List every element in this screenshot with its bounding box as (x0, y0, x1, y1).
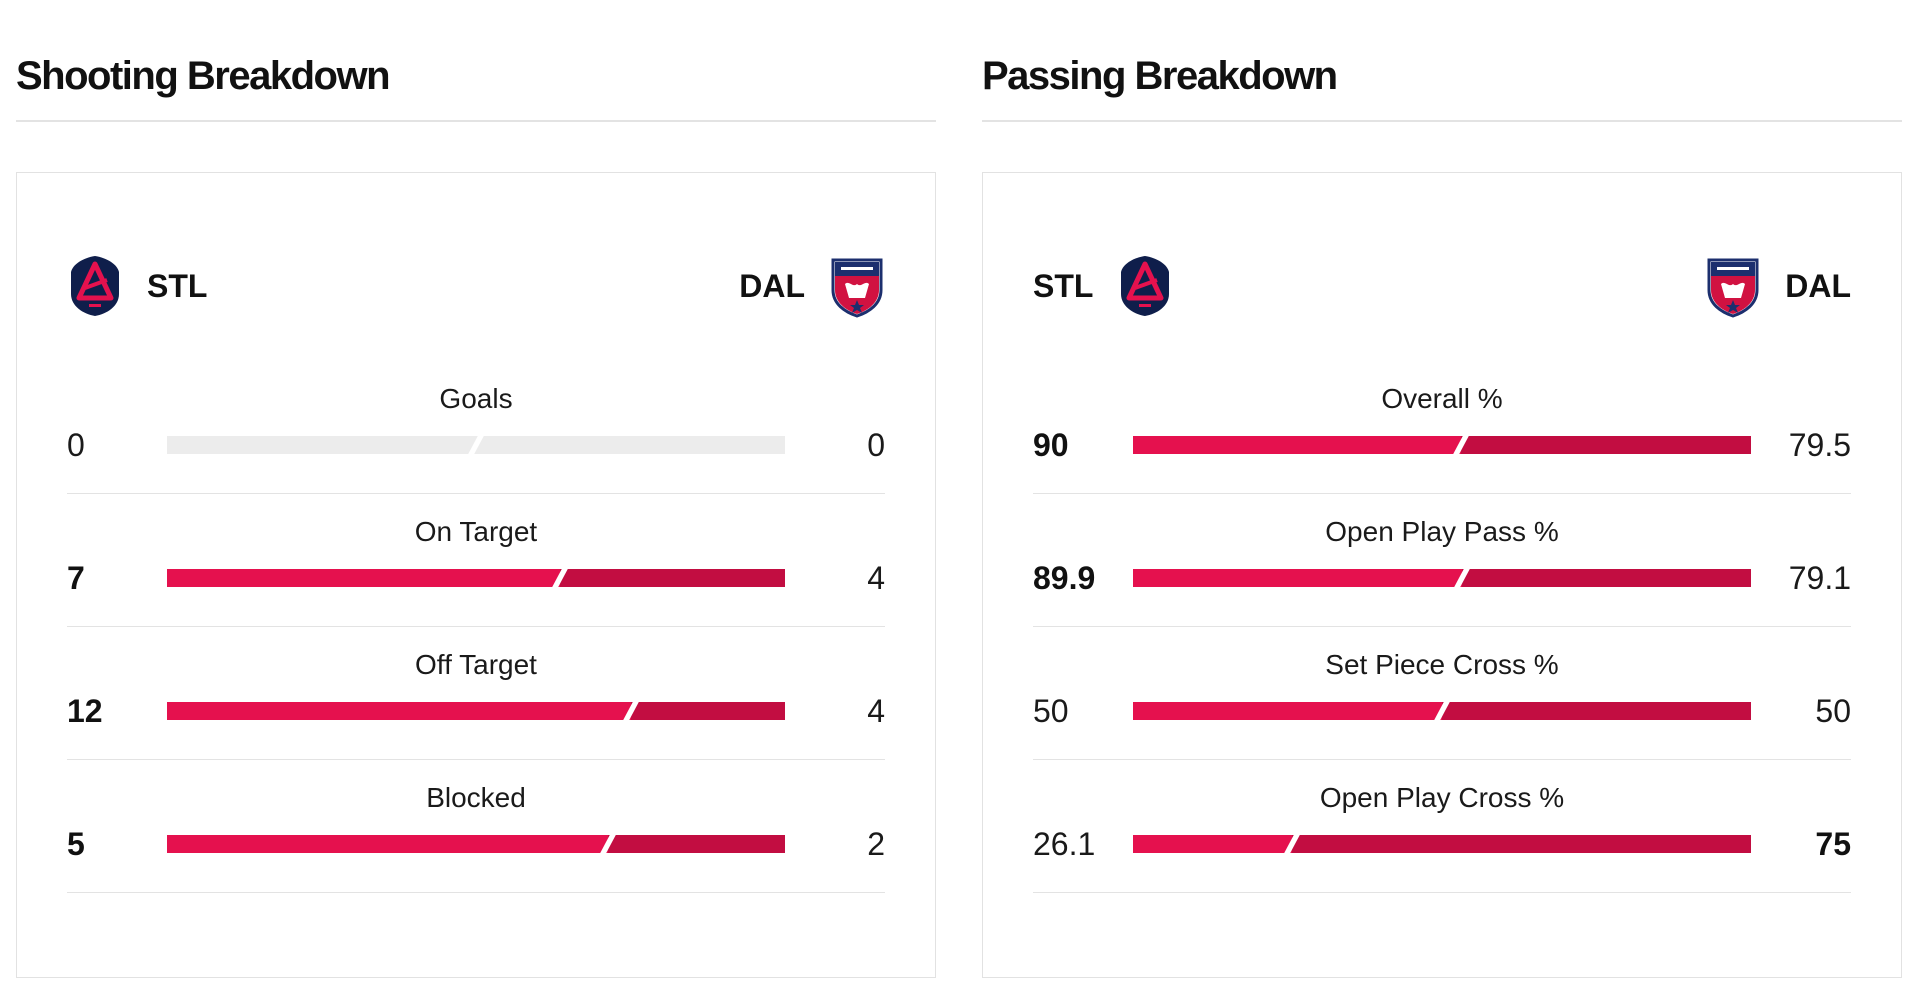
stat-row-set-piece-cross: Set Piece Cross % 50 50 (1033, 627, 1851, 760)
away-bar-segment (1461, 436, 1751, 454)
away-stat-value: 75 (1815, 826, 1851, 862)
team-header: STL DAL (67, 251, 885, 321)
away-bar-segment (560, 569, 785, 587)
away-team-abbr: DAL (1785, 267, 1851, 304)
fc-dallas-crest-icon (831, 258, 883, 318)
comparison-bar (167, 569, 785, 587)
home-stat-value: 5 (67, 826, 85, 862)
comparison-bar (167, 436, 785, 454)
away-bar-segment (1292, 835, 1751, 853)
stat-label: On Target (414, 516, 538, 547)
away-team: DAL (739, 254, 885, 318)
home-stat-value: 89.9 (1033, 560, 1096, 596)
comparison-bar (167, 835, 785, 853)
home-bar-segment (167, 569, 561, 587)
away-stat-value: 79.1 (1788, 560, 1851, 596)
home-team: STL (67, 254, 207, 318)
home-team-abbr: STL (1033, 267, 1094, 304)
stat-label: Off Target (415, 649, 537, 680)
stat-row-goals: Goals 0 0 (67, 361, 885, 494)
section-title: Passing Breakdown (982, 0, 1902, 122)
home-bar-segment (167, 436, 476, 454)
home-stat-value: 50 (1033, 693, 1069, 729)
away-stat-value: 0 (867, 427, 885, 463)
shooting-breakdown-section: Shooting Breakdown STL DAL (16, 0, 936, 978)
away-bar-segment (1442, 702, 1751, 720)
home-bar-segment (167, 835, 609, 853)
stat-label: Overall % (1381, 383, 1503, 414)
stat-row-open-play-pass: Open Play Pass % 89.9 79.1 (1033, 494, 1851, 627)
home-bar-segment (1133, 569, 1462, 587)
home-stat-value: 26.1 (1033, 826, 1096, 862)
stat-label: Open Play Cross % (1319, 782, 1565, 813)
away-team: DAL (1705, 254, 1851, 318)
fc-dallas-crest-icon (1707, 258, 1759, 318)
passing-breakdown-section: Passing Breakdown STL (982, 0, 1902, 978)
away-stat-value: 4 (867, 693, 885, 729)
team-header: STL (1033, 251, 1851, 321)
comparison-bar (1133, 835, 1751, 853)
away-stat-value: 50 (1815, 693, 1851, 729)
section-title: Shooting Breakdown (16, 0, 936, 122)
home-stat-value: 7 (67, 560, 85, 596)
home-bar-segment (167, 702, 631, 720)
away-stat-value: 79.5 (1788, 427, 1851, 463)
shooting-card: STL DAL Goals 0 0 On Target 7 4 Off Target 12 4 B… (16, 172, 936, 978)
comparison-bar (1133, 436, 1751, 454)
stat-label: Open Play Pass % (1325, 516, 1559, 547)
away-bar-segment (630, 702, 785, 720)
stat-rows: Overall % 90 79.5 Open Play Pass % 89.9 79.1 S… (1033, 361, 1851, 893)
stat-rows: Goals 0 0 On Target 7 4 Off Target 12 4 Blocked 5 2 (67, 361, 885, 893)
stat-row-on-target: On Target 7 4 (67, 494, 885, 627)
away-bar-segment (1461, 569, 1751, 587)
st-louis-city-crest-icon (1121, 256, 1170, 316)
comparison-bar (1133, 702, 1751, 720)
comparison-bar (167, 702, 785, 720)
home-team-abbr: STL (147, 267, 208, 304)
home-bar-segment (1133, 702, 1442, 720)
stat-row-blocked: Blocked 5 2 (67, 760, 885, 893)
away-bar-segment (608, 835, 785, 853)
stat-row-overall: Overall % 90 79.5 (1033, 361, 1851, 494)
stat-label: Blocked (426, 782, 526, 813)
home-stat-value: 12 (67, 693, 103, 729)
home-stat-value: 90 (1033, 427, 1069, 463)
home-bar-segment (1133, 835, 1293, 853)
away-stat-value: 2 (867, 826, 885, 862)
home-bar-segment (1133, 436, 1462, 454)
home-team: STL (1033, 254, 1173, 318)
comparison-bar (1133, 569, 1751, 587)
away-team-abbr: DAL (739, 267, 805, 304)
passing-card: STL (982, 172, 1902, 978)
away-bar-segment (476, 436, 785, 454)
stat-label: Goals (439, 383, 513, 414)
away-stat-value: 4 (867, 560, 885, 596)
stat-row-open-play-cross: Open Play Cross % 26.1 75 (1033, 760, 1851, 893)
st-louis-city-crest-icon (71, 256, 119, 316)
home-stat-value: 0 (67, 427, 85, 463)
stat-row-off-target: Off Target 12 4 (67, 627, 885, 760)
stat-label: Set Piece Cross % (1325, 649, 1559, 680)
